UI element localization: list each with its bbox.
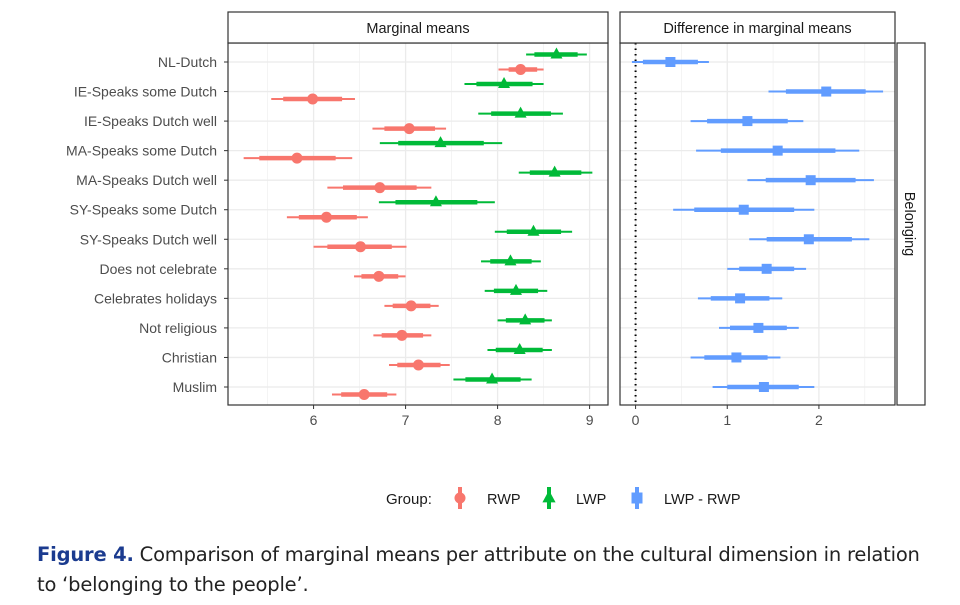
- point-circle: [358, 389, 370, 400]
- y-tick-label: Not religious: [139, 320, 217, 336]
- x-tick-label: 0: [632, 412, 640, 428]
- y-tick-label: MA-Speaks some Dutch: [66, 143, 217, 159]
- point-circle: [396, 329, 408, 341]
- point-square: [803, 234, 814, 245]
- point-triangle: [513, 342, 526, 354]
- x-tick-label: 6: [310, 412, 318, 428]
- point-triangle: [498, 77, 511, 89]
- point-circle: [320, 211, 332, 223]
- strip-label: Marginal means: [366, 21, 469, 37]
- point-circle: [374, 182, 386, 194]
- point-triangle: [548, 165, 561, 177]
- point-triangle: [486, 372, 499, 384]
- x-tick-label: 1: [723, 412, 731, 428]
- x-tick-label: 9: [586, 412, 594, 428]
- y-tick-label: Does not celebrate: [99, 261, 217, 277]
- y-tick-label: Muslim: [173, 379, 217, 395]
- point-triangle: [527, 224, 540, 236]
- point-triangle: [550, 47, 563, 59]
- legend-key-square: [631, 492, 643, 504]
- y-tick-label: SY-Speaks some Dutch: [70, 202, 217, 218]
- caption-text: Comparison of marginal means per attribu…: [37, 543, 920, 596]
- caption-label: Figure 4.: [37, 543, 134, 566]
- panel-background: [228, 43, 608, 405]
- point-square: [753, 322, 764, 333]
- y-tick-label: SY-Speaks Dutch well: [80, 231, 217, 247]
- x-tick-label: 7: [402, 412, 410, 428]
- point-square: [738, 204, 749, 215]
- point-triangle: [504, 254, 517, 266]
- y-tick-label: Christian: [162, 349, 217, 365]
- y-tick-label: MA-Speaks Dutch well: [76, 172, 217, 188]
- point-triangle: [509, 283, 522, 295]
- legend-key-triangle: [542, 490, 556, 503]
- row-strip-label: Belonging: [901, 192, 917, 257]
- y-tick-label: IE-Speaks Dutch well: [84, 113, 217, 129]
- legend-label: LWP: [576, 492, 606, 508]
- point-square: [821, 86, 832, 97]
- point-square: [731, 352, 742, 363]
- row-strip: [896, 42, 926, 406]
- point-circle: [354, 241, 366, 253]
- point-square: [758, 382, 769, 392]
- point-circle: [412, 359, 424, 371]
- point-circle: [515, 64, 527, 75]
- strip-label: Difference in marginal means: [663, 21, 851, 37]
- panel-background: [620, 43, 895, 405]
- point-circle: [291, 152, 303, 164]
- point-triangle: [429, 195, 442, 207]
- point-circle: [373, 270, 385, 282]
- point-square: [742, 116, 753, 127]
- point-circle: [307, 93, 319, 105]
- y-tick-label: IE-Speaks some Dutch: [74, 84, 217, 100]
- point-circle: [403, 123, 415, 135]
- figure-caption: Figure 4. Comparison of marginal means p…: [37, 540, 937, 600]
- x-tick-label: 8: [494, 412, 502, 428]
- point-triangle: [514, 106, 527, 118]
- point-square: [665, 57, 676, 67]
- strip-header: [619, 11, 896, 44]
- x-tick-label: 2: [815, 412, 823, 428]
- point-square: [805, 175, 816, 186]
- point-square: [772, 145, 783, 156]
- point-square: [735, 293, 746, 304]
- point-square: [761, 263, 772, 274]
- y-tick-label: Celebrates holidays: [94, 290, 217, 306]
- point-triangle: [434, 136, 447, 148]
- point-triangle: [519, 313, 532, 325]
- y-tick-label: NL-Dutch: [158, 54, 217, 70]
- legend-label: RWP: [487, 492, 521, 508]
- point-circle: [405, 300, 417, 312]
- legend-key-circle: [454, 492, 466, 504]
- chart: 6 7 8 9 Marginal means 0 1 2 Difference in margi…: [66, 11, 926, 509]
- legend-label: LWP - RWP: [664, 492, 741, 508]
- strip-header: [227, 11, 609, 44]
- legend-title: Group:: [386, 491, 432, 508]
